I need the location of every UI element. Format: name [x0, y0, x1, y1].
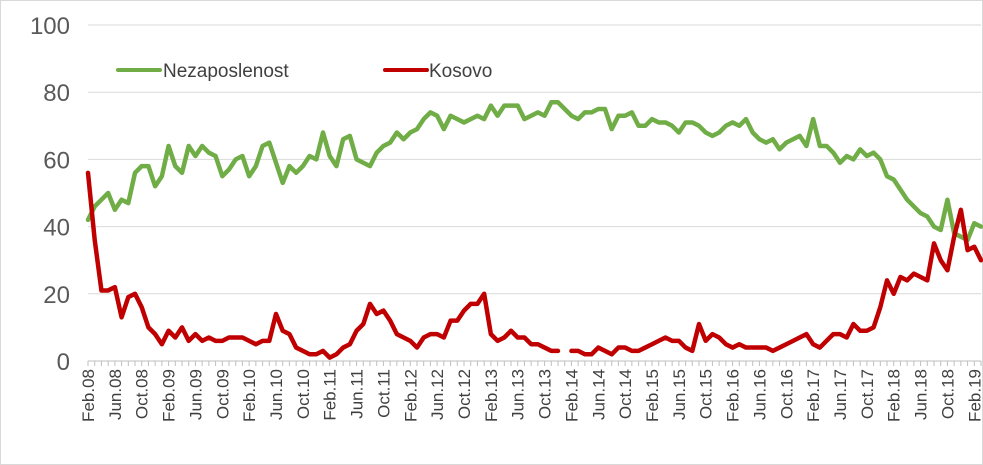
x-tick-label: Feb.15 — [643, 369, 662, 422]
x-tick-label: Jun.10 — [267, 369, 286, 420]
x-tick-label: Jun.11 — [348, 369, 367, 419]
legend-item-nezaposlenost: Nezaposlenost — [116, 61, 289, 82]
x-tick-label: Feb.19 — [965, 369, 983, 422]
x-tick-label: Jun.17 — [831, 369, 850, 420]
y-tick-label: 20 — [43, 282, 70, 309]
y-tick-label: 40 — [43, 215, 70, 242]
x-tick-label: Oct.09 — [213, 369, 232, 419]
x-tick-label: Oct.11 — [374, 369, 393, 418]
x-tick-label: Jun.12 — [428, 369, 447, 420]
series-lines — [85, 100, 983, 360]
x-tick-label: Oct.10 — [294, 369, 313, 419]
legend-label-nezaposlenost: Nezaposlenost — [163, 61, 289, 82]
x-tick-label: Oct.08 — [133, 369, 152, 419]
x-tick-label: Jun.15 — [670, 369, 689, 420]
x-tick-label: Feb.18 — [885, 369, 904, 422]
x-tick-label: Feb.14 — [562, 369, 581, 422]
series-line-kosovo — [85, 170, 983, 360]
x-tick-label: Feb.09 — [160, 369, 179, 422]
x-tick-label: Oct.17 — [858, 369, 877, 419]
x-tick-label: Feb.16 — [724, 369, 743, 422]
y-tick-label: 80 — [43, 80, 70, 107]
x-tick-label: Jun.13 — [509, 369, 528, 420]
y-tick-label: 100 — [30, 13, 70, 40]
y-tick-label: 60 — [43, 147, 70, 174]
x-tick-label: Jun.08 — [106, 369, 125, 420]
x-tick-label: Feb.10 — [240, 369, 259, 422]
x-axis: Feb.08 Jun.08 Oct.08 Feb.09 Jun.09 Oct.09 Feb.… — [79, 360, 983, 422]
x-tick-label: Jun.16 — [750, 369, 769, 420]
x-tick-label: Oct.14 — [616, 369, 635, 419]
legend-label-kosovo: Kosovo — [429, 61, 492, 82]
x-tick-label: Oct.13 — [536, 369, 555, 419]
y-tick-label: 0 — [57, 349, 70, 376]
legend: Nezaposlenost Kosovo — [116, 61, 492, 82]
x-tick-label: Oct.12 — [455, 369, 474, 419]
x-tick-label: Oct.16 — [777, 369, 796, 419]
x-tick-label: Oct.15 — [697, 369, 716, 419]
x-tick-label: Oct.18 — [938, 369, 957, 419]
series-line-nezaposlenost — [85, 100, 983, 243]
x-tick-label: Feb.12 — [401, 369, 420, 422]
x-tick-label: Jun.18 — [912, 369, 931, 420]
x-tick-label: Feb.11 — [321, 369, 340, 421]
x-tick-label: Jun.09 — [186, 369, 205, 420]
x-tick-label: Jun.14 — [589, 369, 608, 420]
x-tick-label: Feb.13 — [482, 369, 501, 422]
legend-item-kosovo: Kosovo — [383, 61, 492, 82]
x-tick-label: Feb.17 — [804, 369, 823, 422]
x-tick-label: Feb.08 — [79, 369, 98, 422]
y-axis: 0 20 40 60 80 100 — [30, 13, 70, 376]
